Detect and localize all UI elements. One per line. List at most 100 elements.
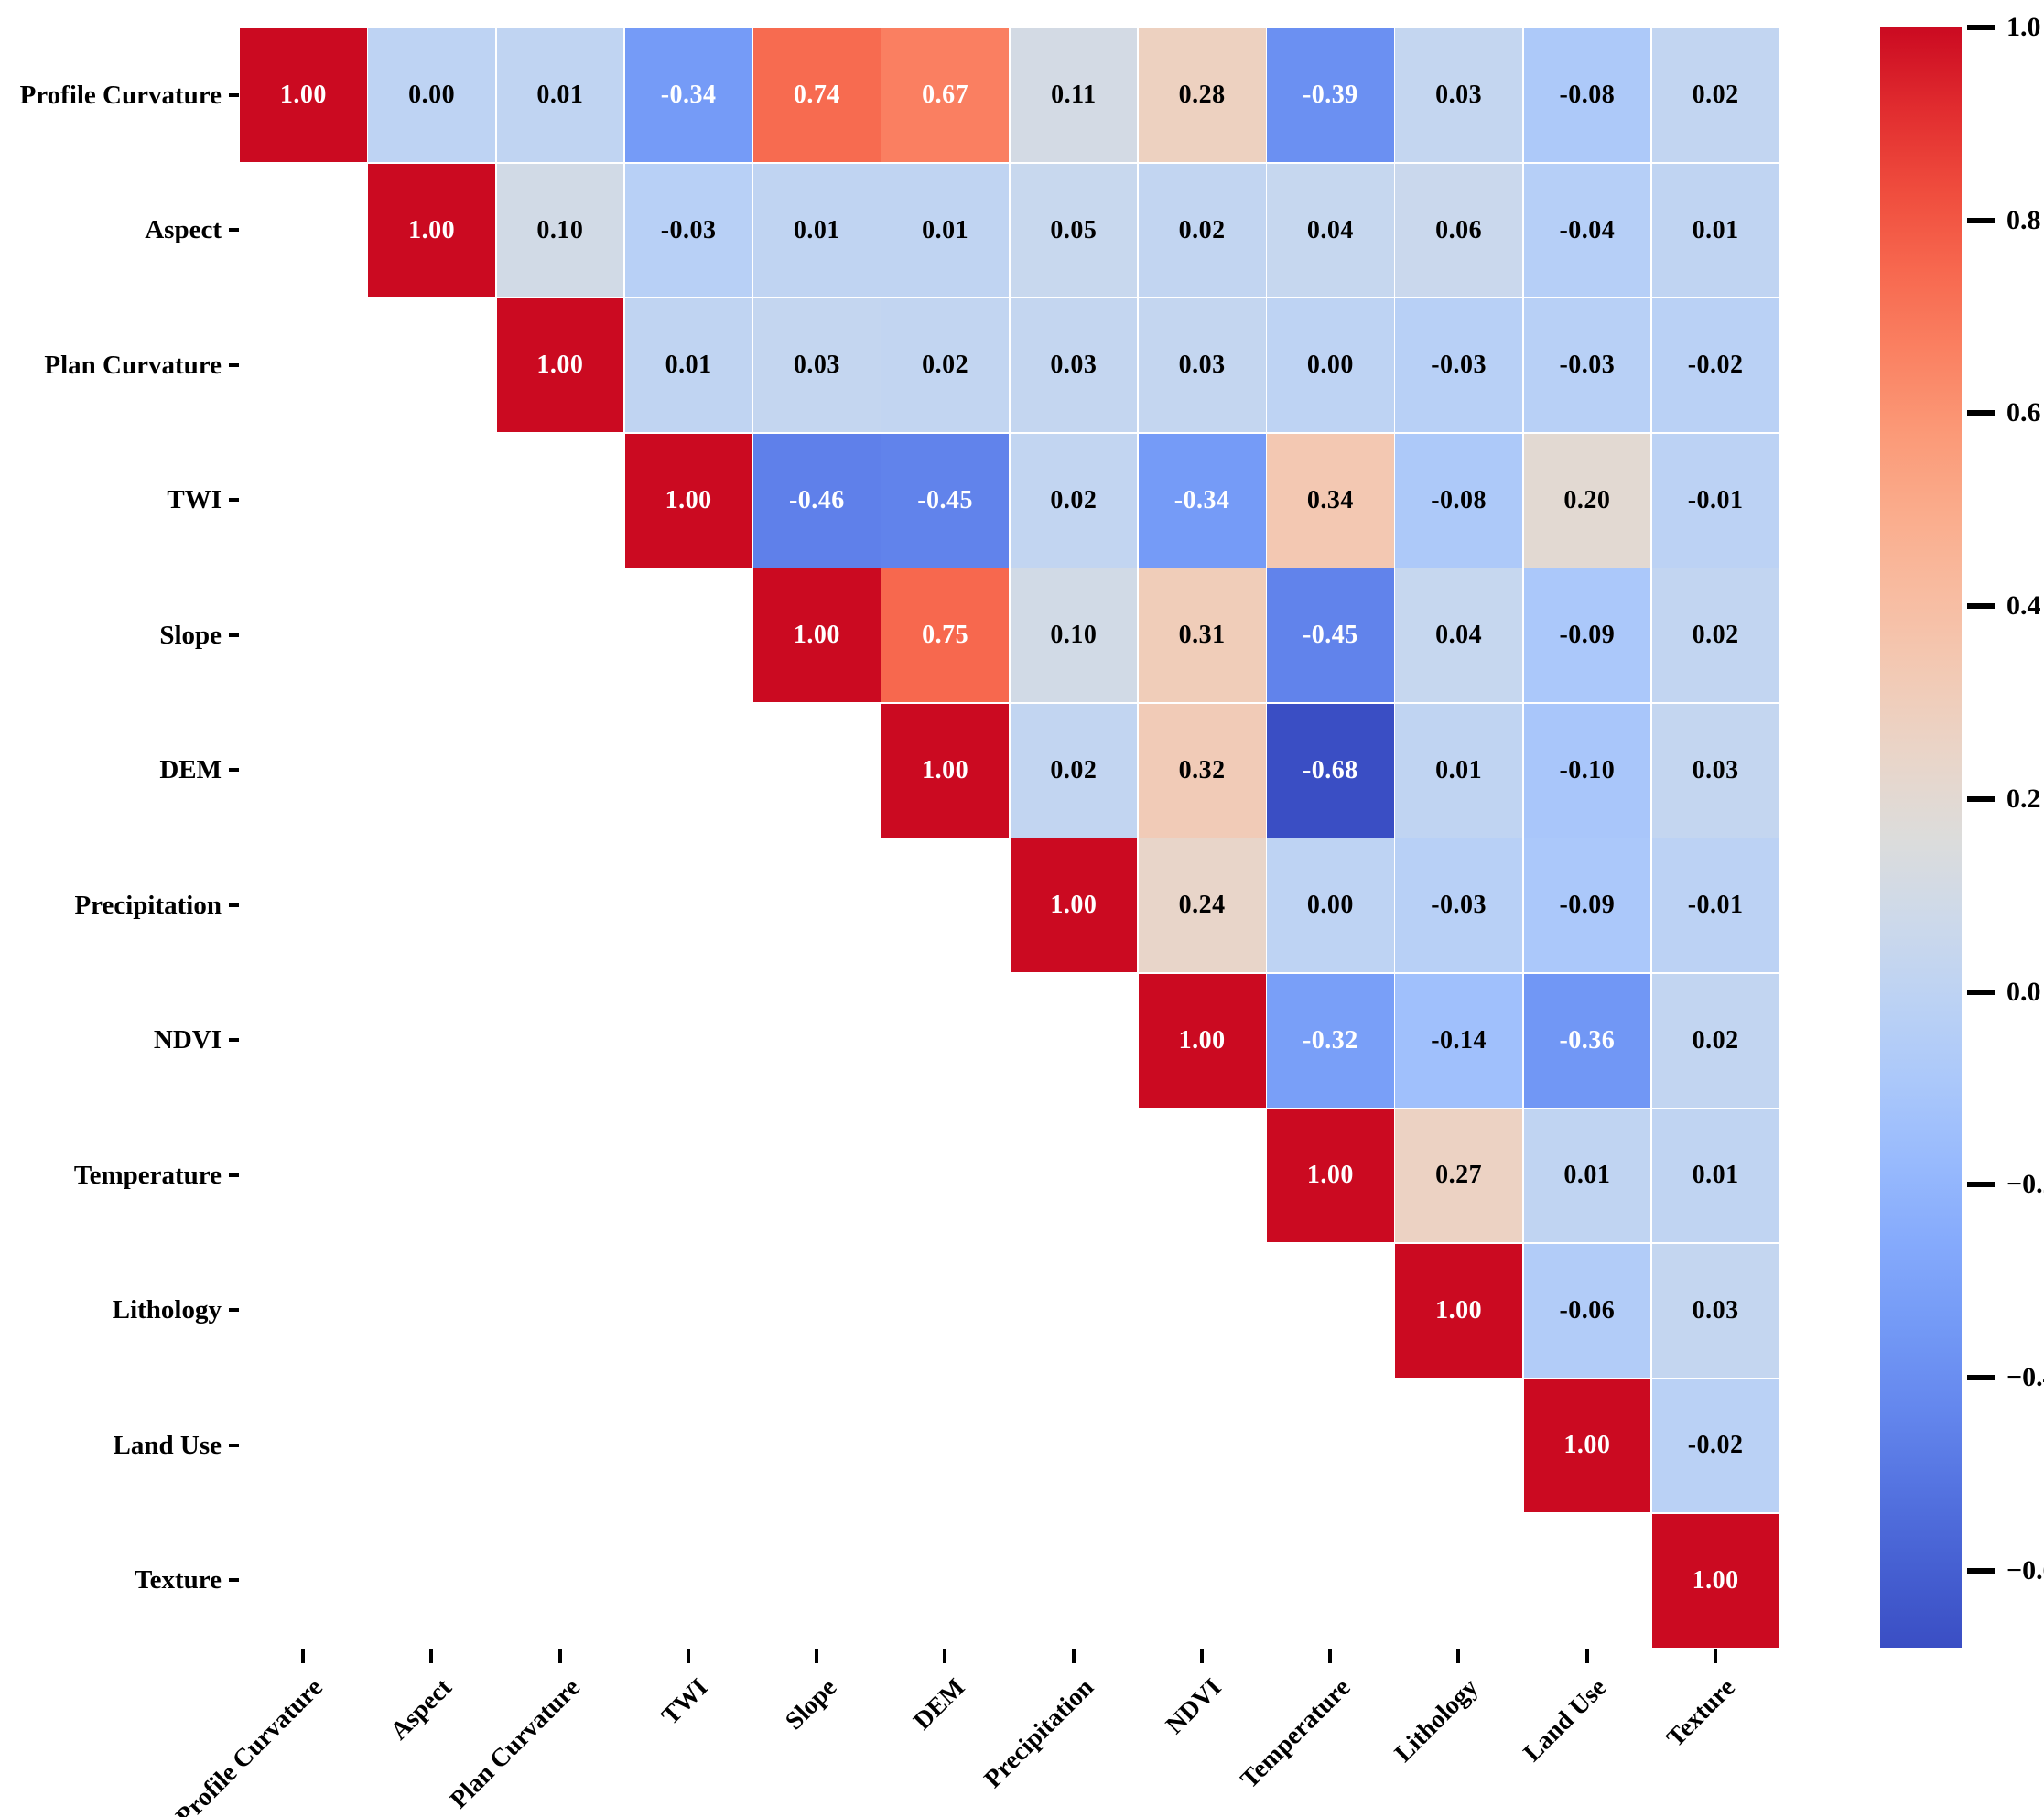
y-tick-label: Texture (134, 1565, 222, 1595)
x-tick-label: NDVI (1161, 1673, 1227, 1740)
heatmap-cell: 0.04 (1394, 568, 1523, 703)
heatmap-cell: -0.45 (881, 432, 1010, 568)
y-tick-mark (229, 1578, 239, 1583)
colorbar-tick-label: −0.4 (2006, 1362, 2044, 1392)
heatmap-cell: 0.00 (367, 27, 496, 163)
x-tick-mark (557, 1649, 562, 1663)
heatmap-cell: -0.02 (1650, 1378, 1780, 1513)
y-tick-label: Slope (159, 620, 222, 650)
colorbar-tick-mark (1967, 795, 1995, 802)
colorbar-tick-mark (1967, 410, 1995, 416)
y-tick-label: Precipitation (74, 890, 222, 920)
heatmap-cell: -0.01 (1650, 432, 1780, 568)
colorbar-tick-label: 0.2 (2006, 783, 2041, 814)
heatmap-cell: -0.68 (1266, 702, 1395, 838)
x-tick-mark (943, 1649, 947, 1663)
heatmap-cell: 1.00 (752, 568, 881, 703)
heatmap-cell: 0.02 (1009, 432, 1139, 568)
y-tick-mark (229, 633, 239, 637)
heatmap-cell: -0.03 (1522, 297, 1652, 433)
x-tick-label: Aspect (384, 1673, 458, 1747)
heatmap-cell: 1.00 (1522, 1378, 1652, 1513)
x-tick-label: DEM (908, 1673, 971, 1736)
heatmap-cell: -0.10 (1522, 702, 1652, 838)
colorbar-tick-mark (1967, 603, 1995, 610)
y-tick-label: Land Use (113, 1430, 222, 1460)
heatmap-cell: 0.02 (1650, 568, 1780, 703)
heatmap-cell: 1.00 (1394, 1242, 1523, 1379)
heatmap-cell: 0.10 (1009, 568, 1139, 703)
heatmap-cell: 0.03 (1650, 1242, 1780, 1379)
heatmap-cell: 0.10 (495, 162, 625, 298)
x-tick-label: Texture (1660, 1673, 1741, 1753)
heatmap-cell: -0.45 (1266, 568, 1395, 703)
x-tick-mark (1071, 1649, 1076, 1663)
heatmap-cell: 0.02 (1009, 702, 1139, 838)
heatmap-cell: 1.00 (495, 297, 625, 433)
y-tick-mark (229, 903, 239, 907)
x-tick-mark (686, 1649, 690, 1663)
y-tick-label: Aspect (145, 215, 222, 245)
heatmap-cell: 0.01 (623, 297, 753, 433)
heatmap-cell: 0.03 (1394, 27, 1523, 163)
colorbar-tick-mark (1967, 1375, 1995, 1380)
colorbar-tick-label: 0.8 (2006, 204, 2041, 235)
heatmap-cell: -0.32 (1266, 972, 1395, 1109)
heatmap-cell: 0.67 (881, 27, 1010, 163)
x-tick-mark (1456, 1649, 1461, 1663)
heatmap-cell: 0.28 (1137, 27, 1267, 163)
heatmap-cell: -0.06 (1522, 1242, 1652, 1379)
heatmap-cell: -0.09 (1522, 568, 1652, 703)
heatmap-cell: 0.74 (752, 27, 881, 163)
heatmap-cell: -0.02 (1650, 297, 1780, 433)
y-tick-mark (229, 768, 239, 773)
y-tick-mark (229, 498, 239, 503)
colorbar-tick-mark (1967, 989, 1995, 995)
heatmap-cell: 0.03 (1137, 297, 1267, 433)
x-tick-mark (1584, 1649, 1589, 1663)
y-tick-label: Temperature (73, 1160, 222, 1190)
y-tick-mark (229, 228, 239, 233)
heatmap-cell: 0.01 (1650, 162, 1780, 298)
x-tick-label: Profile Curvature (170, 1673, 330, 1817)
y-tick-mark (229, 1443, 239, 1447)
x-tick-mark (1328, 1649, 1333, 1663)
colorbar-tick-label: 0.0 (2006, 976, 2041, 1007)
heatmap-cell: 1.00 (623, 432, 753, 568)
colorbar (1880, 27, 1962, 1648)
heatmap-cell: -0.01 (1650, 838, 1780, 973)
heatmap-cell: 0.01 (495, 27, 625, 163)
colorbar-tick-label: 0.6 (2006, 397, 2041, 428)
heatmap-cell: -0.03 (623, 162, 753, 298)
x-tick-label: Slope (779, 1673, 843, 1736)
heatmap-cell: 0.32 (1137, 702, 1267, 838)
y-tick-mark (229, 1038, 239, 1043)
x-tick-mark (429, 1649, 434, 1663)
colorbar-tick-mark (1967, 1182, 1995, 1188)
heatmap-cell: -0.03 (1394, 838, 1523, 973)
heatmap-cell: 0.00 (1266, 838, 1395, 973)
heatmap-cell: 0.34 (1266, 432, 1395, 568)
heatmap-cell: -0.04 (1522, 162, 1652, 298)
heatmap-cell: 0.31 (1137, 568, 1267, 703)
heatmap-cell: 0.11 (1009, 27, 1139, 163)
x-tick-label: Plan Curvature (444, 1673, 586, 1815)
heatmap-cell: 0.01 (1522, 1108, 1652, 1243)
y-tick-mark (229, 1308, 239, 1313)
y-tick-label: Profile Curvature (19, 80, 222, 110)
y-tick-mark (229, 362, 239, 367)
heatmap-cell: -0.46 (752, 432, 881, 568)
y-tick-label: NDVI (153, 1025, 222, 1055)
colorbar-tick-mark (1967, 25, 1995, 30)
x-tick-mark (1199, 1649, 1204, 1663)
y-tick-mark (229, 1173, 239, 1177)
heatmap-cell: 0.20 (1522, 432, 1652, 568)
heatmap-cell: 0.02 (881, 297, 1010, 433)
heatmap-cell: 0.03 (752, 297, 881, 433)
heatmap-cell: -0.08 (1522, 27, 1652, 163)
heatmap-cell: 0.01 (881, 162, 1010, 298)
heatmap-cell: -0.03 (1394, 297, 1523, 433)
heatmap-cell: 0.01 (752, 162, 881, 298)
heatmap-cell: -0.08 (1394, 432, 1523, 568)
x-tick-label: Temperature (1235, 1673, 1357, 1794)
